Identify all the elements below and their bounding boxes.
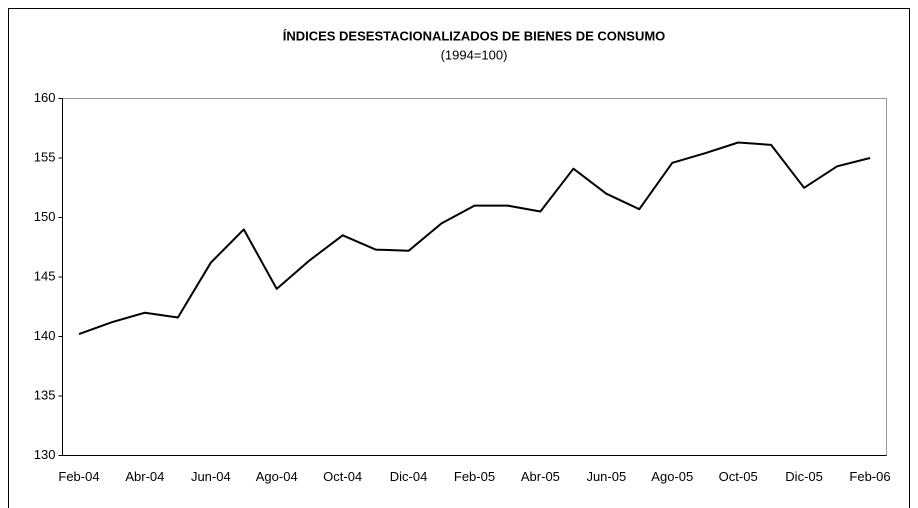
x-tick-label: Oct-04 [323, 469, 362, 484]
data-line [78, 141, 871, 336]
x-tick-label: Dic-04 [390, 469, 428, 484]
y-tick-label: 140 [34, 328, 56, 343]
x-tick-label: Dic-05 [785, 469, 823, 484]
x-tick-label: Feb-06 [849, 469, 890, 484]
x-tick-label: Ago-04 [256, 469, 298, 484]
x-tick-label: Abr-05 [521, 469, 560, 484]
y-tick-label: 130 [34, 447, 56, 462]
plot-area [62, 98, 887, 456]
chart-subtitle: (1994=100) [441, 47, 508, 62]
x-tick-label: Ago-05 [651, 469, 693, 484]
x-tick-label: Abr-04 [125, 469, 164, 484]
x-tick-label: Feb-05 [454, 469, 495, 484]
x-tick-label: Feb-04 [58, 469, 99, 484]
y-tick-label: 150 [34, 209, 56, 224]
x-tick-label: Jun-04 [191, 469, 231, 484]
x-tick-label: Oct-05 [719, 469, 758, 484]
y-tick-label: 160 [34, 90, 56, 105]
y-tick-label: 155 [34, 149, 56, 164]
chart-title: ÍNDICES DESESTACIONALIZADOS DE BIENES DE… [283, 28, 666, 43]
x-tick-label: Jun-05 [586, 469, 626, 484]
y-tick-label: 145 [34, 268, 56, 283]
y-tick-label: 135 [34, 387, 56, 402]
